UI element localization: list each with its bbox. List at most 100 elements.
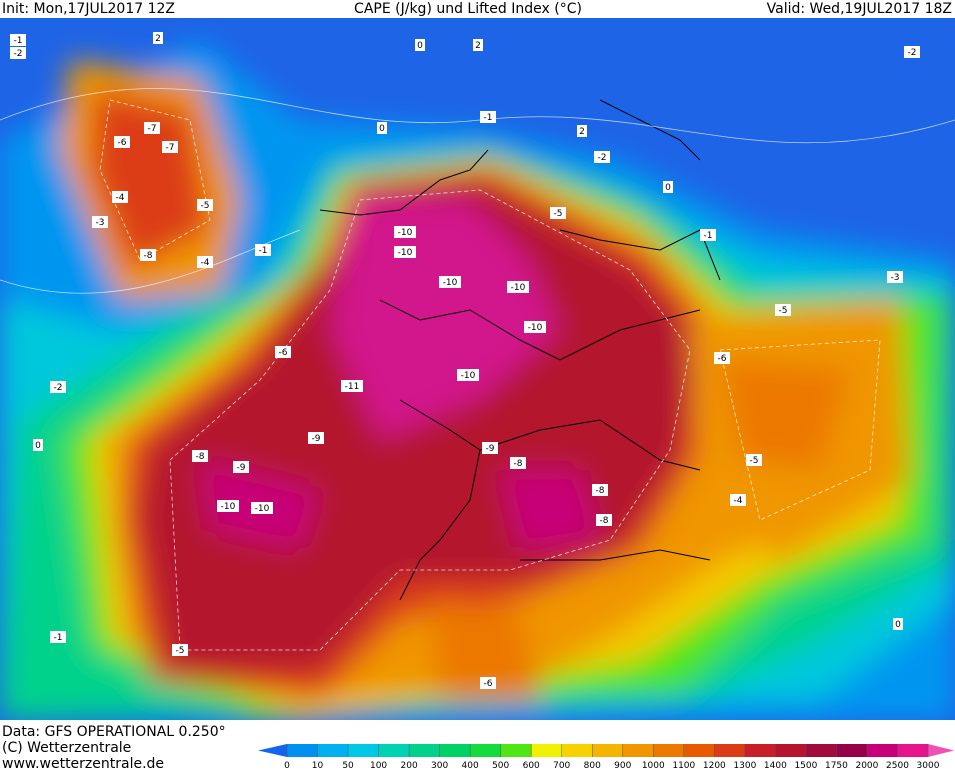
- label-box: [482, 442, 498, 454]
- label-box: [663, 181, 673, 193]
- label-box: [415, 39, 425, 51]
- label-box: [341, 380, 363, 392]
- contour-label: -10: [398, 248, 413, 258]
- contour-label: -10: [528, 323, 543, 333]
- contour-label: -1: [484, 113, 493, 123]
- contour-label: -6: [118, 138, 127, 148]
- label-box: [394, 246, 416, 258]
- contour-label: -10: [443, 278, 458, 288]
- label-box: [50, 631, 66, 643]
- label-box: [596, 514, 612, 526]
- colorbar-label: 0: [284, 761, 290, 770]
- contour-label: -8: [144, 251, 153, 261]
- colorbar-label: 400: [462, 761, 479, 770]
- colorbar-label: 50: [342, 761, 354, 770]
- contour-label: 0: [895, 620, 901, 630]
- colorbar-segment: [592, 744, 624, 757]
- colorbar-segment: [622, 744, 654, 757]
- contour-labels: -1-220 2-10-7-6 -7-4-5-3-8-4-1-10-10-10 -10…: [10, 32, 920, 689]
- contour-label: -2: [14, 49, 23, 59]
- label-box: [233, 461, 249, 473]
- colorbar-label: 1100: [672, 761, 695, 770]
- contour-label: -5: [554, 209, 563, 219]
- contour-label: -2: [908, 48, 917, 58]
- contour-label: 0: [665, 183, 671, 193]
- colorbar-label: 2500: [886, 761, 909, 770]
- contour-label: -1: [259, 246, 268, 256]
- colorbar-label: 10: [312, 761, 324, 770]
- contour-label: -1: [14, 36, 23, 46]
- contour-label: -11: [345, 382, 360, 392]
- colorbar-label: 1300: [733, 761, 756, 770]
- colorbar-segment: [775, 744, 807, 757]
- label-box: [255, 244, 271, 256]
- contour-label: 2: [475, 41, 481, 51]
- colorbar-segment: [500, 744, 532, 757]
- colorbar-label: 100: [370, 761, 387, 770]
- contour-label: -6: [718, 354, 727, 364]
- label-box: [308, 432, 324, 444]
- contour-label: -10: [221, 502, 236, 512]
- label-box: [192, 450, 208, 462]
- colorbar-segment: [866, 744, 898, 757]
- map-title: CAPE (J/kg) und Lifted Index (°C): [354, 1, 582, 17]
- colorbar-label: 600: [523, 761, 540, 770]
- colorbar-arrow-left: [258, 744, 287, 757]
- label-box: [887, 271, 903, 283]
- label-box: [172, 644, 188, 656]
- contour-label: -7: [148, 124, 157, 134]
- valid-time: Valid: Wed,19JUL2017 18Z: [767, 1, 952, 17]
- label-box: [217, 500, 239, 512]
- label-box: [377, 122, 387, 134]
- label-box: [473, 39, 483, 51]
- contour-label: -3: [96, 218, 105, 228]
- label-box: [92, 216, 108, 228]
- label-box: [10, 34, 26, 46]
- contour-label: -1: [704, 231, 713, 241]
- website: www.wetterzentrale.de: [2, 756, 164, 770]
- colorbar-segment: [805, 744, 837, 757]
- colorbar-label: 1400: [764, 761, 787, 770]
- copyright: (C) Wetterzentrale: [2, 740, 131, 756]
- contour-label: -2: [598, 153, 607, 163]
- label-box: [480, 111, 496, 123]
- colorbar-label: 1200: [703, 761, 726, 770]
- label-box: [577, 125, 587, 137]
- colorbar-segment: [378, 744, 410, 757]
- label-box: [893, 618, 903, 630]
- label-box: [700, 229, 716, 241]
- contour-label: -4: [201, 258, 210, 268]
- label-box: [10, 47, 26, 59]
- colorbar-segment: [531, 744, 563, 757]
- colorbar-segment: [744, 744, 776, 757]
- contour-label: -1: [54, 633, 63, 643]
- colorbar-label: 700: [553, 761, 570, 770]
- contour-label: -3: [891, 273, 900, 283]
- contour-label: -5: [201, 201, 210, 211]
- colorbar-arrow-right: [928, 744, 954, 757]
- colorbar-label: 300: [431, 761, 448, 770]
- label-box: [394, 226, 416, 238]
- contour-label: -5: [176, 646, 185, 656]
- label-box: [730, 494, 746, 506]
- label-box: [714, 352, 730, 364]
- label-box: [510, 457, 526, 469]
- label-box: [112, 191, 128, 203]
- colorbar-segment: [348, 744, 380, 757]
- contour-label: -7: [166, 143, 175, 153]
- label-box: [114, 136, 130, 148]
- contour-label: -4: [116, 193, 125, 203]
- colorbar-segment: [714, 744, 746, 757]
- colorbar-label: 2000: [855, 761, 878, 770]
- contour-label: -8: [196, 452, 205, 462]
- colorbar-segment: [836, 744, 868, 757]
- label-box: [550, 207, 566, 219]
- colorbar-segment: [317, 744, 349, 757]
- colorbar-label: 800: [584, 761, 601, 770]
- label-box: [594, 151, 610, 163]
- colorbar-label: 1750: [825, 761, 848, 770]
- contour-label: -6: [484, 679, 493, 689]
- label-box: [140, 249, 156, 261]
- contour-label: 0: [35, 441, 41, 451]
